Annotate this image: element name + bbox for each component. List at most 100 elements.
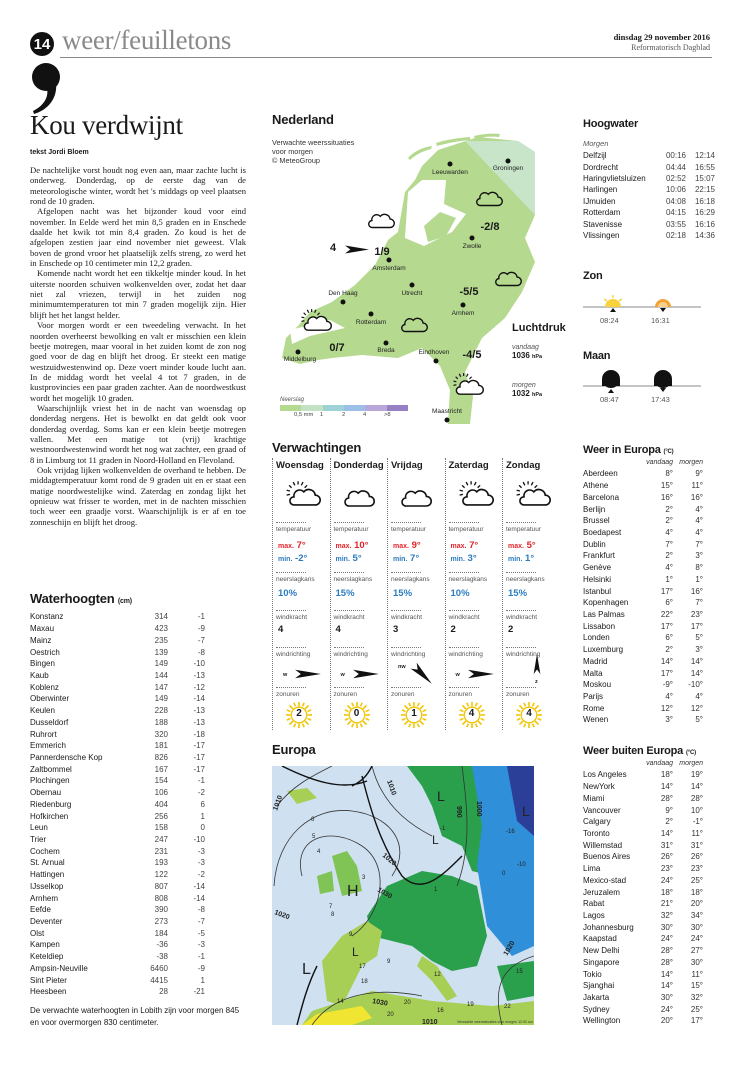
temp-today: 32° bbox=[660, 910, 673, 920]
wind-direction-label: windrichting bbox=[276, 647, 310, 658]
table-row: Trier 247 -10 bbox=[30, 834, 205, 846]
iberia-france bbox=[322, 921, 382, 1006]
city-dot bbox=[295, 349, 301, 355]
level-change: -9 bbox=[197, 624, 205, 634]
sunset-icon bbox=[655, 299, 671, 312]
table-row: Parijs 4° 4° bbox=[583, 691, 703, 703]
table-row: Istanbul 17° 16° bbox=[583, 585, 703, 597]
city-name: Kaapstad bbox=[583, 934, 617, 944]
water-level: 808 bbox=[154, 893, 168, 903]
temp-tomorrow: 11° bbox=[691, 481, 703, 491]
wind-direction-arrow-icon bbox=[281, 662, 325, 686]
temp-tomorrow: 17° bbox=[690, 621, 703, 631]
level-change: -1 bbox=[197, 952, 205, 962]
table-row: Kaapstad 24° 24° bbox=[583, 933, 703, 945]
city-dot bbox=[383, 340, 389, 346]
temp-today: 14° bbox=[660, 969, 673, 979]
temp-today: 17° bbox=[660, 621, 673, 631]
table-row: Riedenburg 404 6 bbox=[30, 799, 205, 811]
zon-title: Zon bbox=[583, 270, 603, 282]
table-row: Calgary 2° -1° bbox=[583, 816, 703, 828]
today-pressure: 1036 bbox=[512, 351, 530, 360]
temp-today: 2° bbox=[665, 516, 673, 526]
legend-swatch bbox=[322, 405, 344, 411]
table-row: Dordrecht 04:44 16:55 bbox=[583, 161, 715, 172]
weer-in-europa-heading: Weer in Europa (°C) bbox=[583, 444, 674, 456]
table-row: New Delhi 28° 27° bbox=[583, 945, 703, 957]
page-number-badge: 14 bbox=[30, 32, 54, 56]
temperature-label: 19 bbox=[467, 1002, 474, 1008]
level-change: -18 bbox=[193, 729, 205, 739]
today-label: vandaag bbox=[512, 344, 539, 351]
table-row: Rotterdam 04:15 16:29 bbox=[583, 207, 715, 218]
city-name: Moskou bbox=[583, 680, 612, 690]
table-row: Jeruzalem 18° 18° bbox=[583, 886, 703, 898]
temp-today: 8° bbox=[665, 469, 673, 479]
city-name: Johannesburg bbox=[583, 922, 634, 932]
level-change: 1 bbox=[200, 811, 205, 821]
level-change: -12 bbox=[193, 682, 205, 692]
city-name: Rabat bbox=[583, 899, 605, 909]
water-level: 404 bbox=[154, 799, 168, 809]
level-change: -14 bbox=[193, 881, 205, 891]
moon-times-graphic bbox=[583, 370, 701, 393]
min-value: 3° bbox=[467, 553, 477, 564]
waterhoogten-heading: Waterhoogten (cm) bbox=[30, 591, 132, 606]
city-name: Toronto bbox=[583, 828, 610, 838]
station-name: Zaltbommel bbox=[30, 764, 72, 774]
table-row: Harlingen 10:06 22:15 bbox=[583, 184, 715, 195]
water-level: 320 bbox=[154, 729, 168, 739]
min-label: min. bbox=[278, 556, 293, 563]
rain-chance: 15% bbox=[508, 588, 528, 599]
level-change: -9 bbox=[197, 963, 205, 973]
legend-swatch bbox=[386, 405, 408, 411]
wind-direction-arrow-icon bbox=[454, 662, 498, 686]
table-row: Londen 6° 5° bbox=[583, 632, 703, 644]
cloud-icon bbox=[400, 480, 432, 513]
temp-today: 17° bbox=[660, 586, 673, 596]
water-level: 247 bbox=[154, 835, 168, 845]
temp-tomorrow: 3° bbox=[695, 551, 703, 561]
col-vandaag: vandaag bbox=[646, 760, 673, 767]
sun-hours-value: 0 bbox=[353, 708, 360, 719]
flevoland bbox=[424, 212, 456, 242]
table-row: Mainz 235 -7 bbox=[30, 634, 205, 646]
legend-swatch bbox=[280, 405, 302, 411]
table-row: Keulen 228 -13 bbox=[30, 705, 205, 717]
wind-direction-label: windrichting bbox=[448, 647, 483, 658]
level-change: -7 bbox=[197, 635, 205, 645]
max-temp: max. 10° bbox=[336, 540, 369, 551]
sun-hours-icon: 4 bbox=[459, 702, 485, 728]
table-row: Athene 15° 11° bbox=[583, 480, 703, 492]
moonset-time: 17:43 bbox=[651, 395, 670, 404]
table-row: Toronto 14° 11° bbox=[583, 828, 703, 840]
temp-tomorrow: 7° bbox=[695, 598, 703, 608]
city-label: Leeuwarden bbox=[432, 169, 468, 176]
temp-today: 26° bbox=[660, 852, 673, 862]
min-max-temp: -5/5 bbox=[459, 286, 479, 298]
table-row: Hattingen 122 -2 bbox=[30, 869, 205, 881]
pressure-center: L bbox=[302, 961, 311, 978]
table-row: Madrid 14° 14° bbox=[583, 656, 703, 668]
high-tide-2: 22:15 bbox=[694, 185, 715, 195]
sun-hours-icon: 4 bbox=[516, 702, 542, 728]
ijsselmeer bbox=[405, 180, 466, 246]
station-name: Emmerich bbox=[30, 741, 67, 751]
isobar-label: 1030 bbox=[372, 998, 389, 1008]
table-row: Emmerich 181 -17 bbox=[30, 740, 205, 752]
max-label: max. bbox=[508, 543, 524, 550]
city-name: Tokio bbox=[583, 969, 602, 979]
moonrise-icon bbox=[602, 370, 620, 393]
legend-labels: 0,5 mm 1 2 4 >8 bbox=[280, 411, 408, 419]
table-row: Jakarta 30° 32° bbox=[583, 992, 703, 1004]
table-row: Pannerdensche Kop 826 -17 bbox=[30, 752, 205, 764]
city-name: Barcelona bbox=[583, 492, 620, 502]
city-name: Jeruzalem bbox=[583, 887, 620, 897]
col-morgen: morgen bbox=[679, 760, 703, 767]
table-row: Dublin 7° 7° bbox=[583, 538, 703, 550]
level-change: -13 bbox=[193, 706, 205, 716]
table-row: Cochem 231 -3 bbox=[30, 845, 205, 857]
column-header: vandaag morgen bbox=[583, 758, 703, 769]
station-name: Mainz bbox=[30, 635, 52, 645]
wind-force-label: windkracht bbox=[506, 610, 537, 621]
